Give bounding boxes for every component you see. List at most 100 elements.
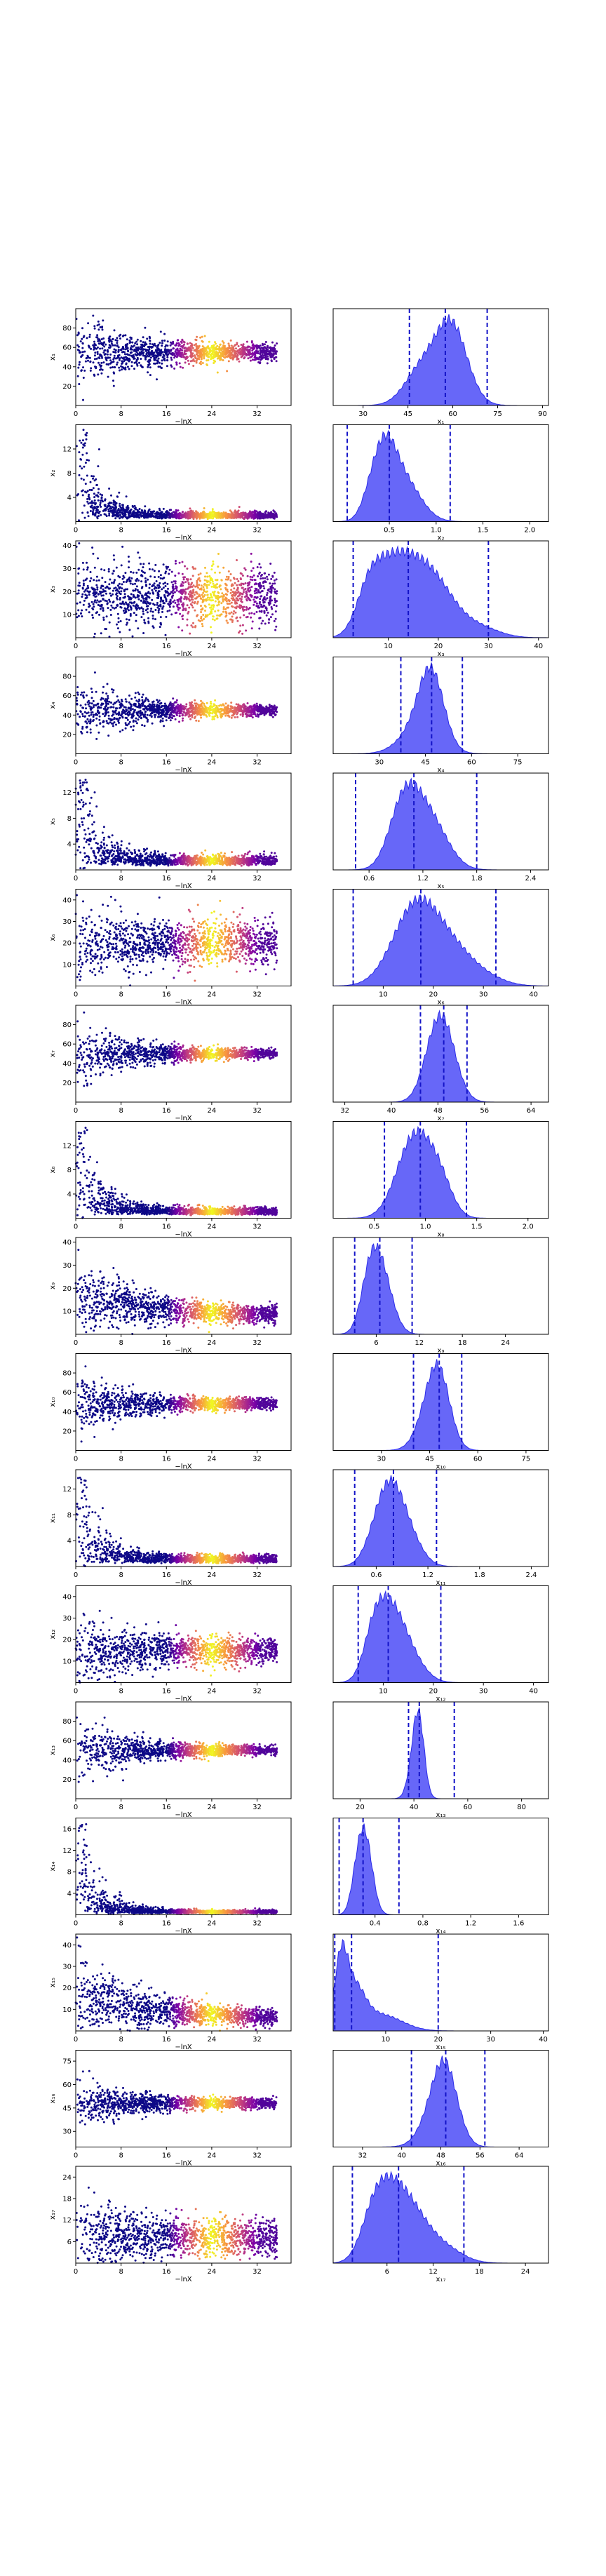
scatter-point: [157, 597, 159, 599]
scatter-point: [267, 511, 269, 514]
scatter-point: [272, 354, 274, 356]
scatter-point: [170, 357, 173, 359]
scatter-point: [215, 343, 217, 345]
scatter-point: [128, 561, 130, 563]
scatter-point: [142, 632, 144, 634]
scatter-points-3: [75, 542, 278, 638]
scatter-point: [144, 327, 146, 329]
scatter-point: [264, 516, 267, 518]
scatter-point: [182, 577, 184, 579]
scatter-point: [246, 596, 248, 598]
scatter-point: [156, 362, 159, 364]
scatter-point: [234, 578, 236, 580]
scatter-point: [158, 608, 160, 610]
scatter-point: [80, 356, 82, 358]
scatter-point: [143, 619, 145, 621]
scatter-point: [226, 576, 228, 578]
scatter-point: [117, 699, 119, 702]
scatter-point: [99, 355, 101, 357]
scatter-point: [114, 329, 116, 331]
scatter-point: [258, 628, 260, 630]
scatter-point: [153, 626, 155, 629]
scatter-point: [98, 579, 100, 582]
scatter-point: [147, 709, 149, 711]
scatter-point: [142, 613, 144, 615]
scatter-point: [105, 358, 107, 360]
scatter-point: [163, 705, 166, 707]
scatter-point: [101, 347, 103, 349]
scatter-point: [202, 362, 204, 364]
scatter-point: [189, 718, 191, 720]
scatter-point: [104, 699, 106, 702]
scatter-point: [149, 343, 152, 345]
scatter-point: [93, 589, 95, 591]
scatter-point: [170, 719, 172, 721]
scatter-point: [100, 600, 102, 602]
scatter-2-xtick-label: 8: [119, 527, 123, 535]
scatter-point: [230, 340, 232, 342]
scatter-point: [205, 600, 207, 602]
scatter-point: [148, 563, 150, 565]
scatter-point: [261, 590, 263, 592]
scatter-point: [96, 576, 98, 578]
scatter-point: [181, 514, 183, 516]
scatter-point: [91, 546, 93, 549]
scatter-point: [194, 568, 196, 570]
scatter-point: [98, 719, 100, 721]
scatter-point: [118, 492, 120, 494]
scatter-point: [179, 715, 181, 717]
scatter-point: [252, 344, 254, 347]
scatter-point: [173, 515, 175, 517]
scatter-point: [188, 607, 190, 609]
scatter-point: [216, 615, 218, 617]
scatter-point: [104, 628, 106, 630]
scatter-point: [232, 599, 234, 601]
scatter-point: [165, 516, 167, 518]
scatter-point: [87, 567, 89, 569]
scatter-point: [94, 347, 96, 349]
scatter-point: [94, 354, 96, 356]
scatter-point: [101, 577, 103, 579]
scatter-point: [170, 703, 172, 705]
scatter-point: [178, 351, 180, 353]
scatter-point: [114, 504, 116, 506]
scatter-point: [271, 342, 274, 344]
scatter-point: [260, 575, 262, 577]
scatter-point: [187, 588, 189, 590]
scatter-point: [155, 590, 157, 592]
scatter-point: [182, 581, 184, 583]
scatter-point: [152, 568, 154, 570]
scatter-point: [196, 593, 198, 595]
scatter-point: [155, 345, 157, 347]
scatter-point: [252, 598, 255, 601]
scatter-point: [206, 594, 208, 596]
scatter-point: [256, 344, 258, 347]
scatter-point: [154, 513, 156, 515]
scatter-point: [250, 553, 252, 555]
scatter-point: [233, 587, 235, 589]
scatter-point: [236, 356, 238, 358]
scatter-point: [220, 352, 222, 354]
scatter-point: [243, 614, 245, 616]
scatter-point: [196, 585, 198, 587]
scatter-point: [263, 587, 265, 589]
scatter-point: [230, 589, 232, 591]
scatter-point: [87, 587, 89, 589]
scatter-point: [101, 494, 103, 496]
scatter-point: [141, 724, 143, 726]
scatter-point: [116, 363, 118, 365]
scatter-point: [123, 360, 125, 362]
scatter-point: [102, 351, 105, 354]
scatter-point: [240, 354, 242, 356]
scatter-point: [100, 373, 102, 375]
scatter-point: [231, 516, 234, 518]
scatter-2-xtick-label: 0: [74, 527, 78, 535]
scatter-point: [95, 511, 97, 514]
scatter-point: [230, 354, 232, 356]
scatter-point: [90, 367, 92, 369]
scatter-point: [191, 596, 194, 598]
scatter-point: [128, 580, 130, 582]
scatter-point: [132, 708, 134, 710]
scatter-point: [128, 511, 130, 513]
scatter-point: [265, 510, 267, 512]
